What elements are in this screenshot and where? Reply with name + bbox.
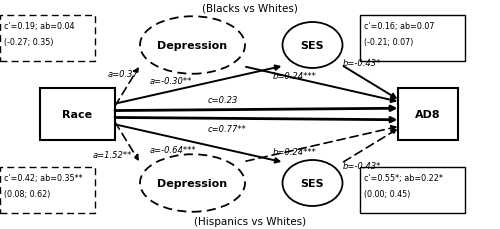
FancyBboxPatch shape [398, 88, 458, 141]
Text: (-0.21; 0.07): (-0.21; 0.07) [364, 38, 414, 47]
FancyBboxPatch shape [0, 167, 95, 213]
FancyBboxPatch shape [40, 88, 115, 141]
Text: AD8: AD8 [414, 109, 440, 120]
Ellipse shape [282, 23, 343, 69]
Text: c=0.23: c=0.23 [208, 95, 238, 104]
Text: a=0.37: a=0.37 [108, 70, 138, 79]
Text: b=-0.43*: b=-0.43* [342, 59, 381, 68]
Text: a=1.52**: a=1.52** [92, 150, 132, 159]
Text: b=-0.43*: b=-0.43* [342, 161, 381, 170]
Text: (Blacks vs Whites): (Blacks vs Whites) [202, 3, 298, 13]
FancyBboxPatch shape [360, 16, 465, 62]
Text: c'=0.19; ab=0.04: c'=0.19; ab=0.04 [4, 22, 74, 31]
Ellipse shape [140, 155, 245, 212]
Ellipse shape [140, 17, 245, 74]
Ellipse shape [282, 160, 343, 206]
Text: Race: Race [62, 109, 92, 120]
Text: SES: SES [300, 41, 324, 51]
Text: a=-0.30**: a=-0.30** [150, 77, 192, 86]
Text: c'=0.42; ab=0.35**: c'=0.42; ab=0.35** [4, 173, 82, 182]
Text: (Hispanics vs Whites): (Hispanics vs Whites) [194, 216, 306, 226]
Text: c=0.77**: c=0.77** [208, 125, 246, 134]
Text: b=0.24***: b=0.24*** [272, 72, 316, 81]
Text: (0.08; 0.62): (0.08; 0.62) [4, 189, 50, 198]
Text: a=-0.64***: a=-0.64*** [150, 145, 196, 154]
Text: (-0.27; 0.35): (-0.27; 0.35) [4, 38, 54, 47]
FancyBboxPatch shape [0, 16, 95, 62]
Text: Depression: Depression [158, 41, 228, 51]
Text: (0.00; 0.45): (0.00; 0.45) [364, 189, 410, 198]
Text: SES: SES [300, 178, 324, 188]
Text: Depression: Depression [158, 178, 228, 188]
FancyBboxPatch shape [360, 167, 465, 213]
Text: c'=0.16; ab=0.07: c'=0.16; ab=0.07 [364, 22, 434, 31]
Text: b=0.24***: b=0.24*** [272, 148, 316, 157]
Text: c'=0.55*; ab=0.22*: c'=0.55*; ab=0.22* [364, 173, 443, 182]
